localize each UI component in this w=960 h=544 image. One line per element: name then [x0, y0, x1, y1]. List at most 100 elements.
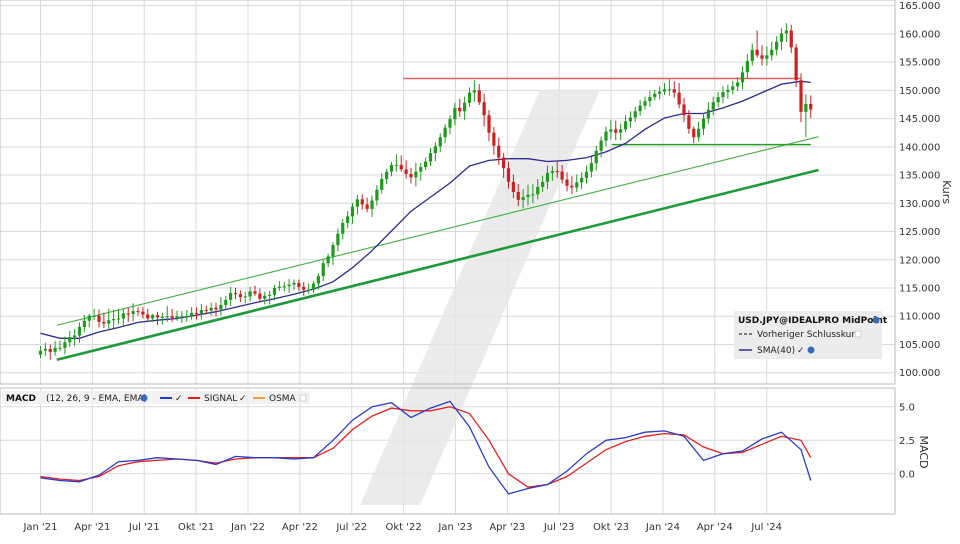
- candle: [536, 179, 540, 200]
- candle-body: [389, 164, 394, 172]
- candle-body: [609, 129, 613, 132]
- candle: [770, 41, 774, 61]
- x-tick-label: Jul '24: [750, 522, 782, 533]
- candle-body: [141, 311, 145, 315]
- macd-axis-ticks: 0.0 2.5 5.0: [899, 402, 915, 480]
- candle-body: [443, 127, 447, 138]
- candle-body: [658, 91, 662, 94]
- x-tick-label: Jan '21: [22, 522, 57, 533]
- globe-icon[interactable]: [140, 394, 148, 402]
- price-axis-ticks: 100.000 105.000 110.000 115.000 120.000 125.0…: [899, 1, 940, 379]
- candle: [531, 184, 535, 204]
- candle: [433, 142, 437, 161]
- checkmark-icon[interactable]: ✓: [239, 394, 247, 404]
- candle: [116, 308, 121, 325]
- candle-body: [497, 145, 501, 158]
- candle-body: [750, 49, 754, 61]
- candle-body: [292, 282, 296, 285]
- candle-body: [726, 89, 730, 93]
- globe-icon[interactable]: [807, 346, 815, 354]
- candle: [307, 283, 311, 294]
- candle: [794, 44, 798, 87]
- candle: [394, 154, 398, 172]
- candle: [492, 127, 496, 155]
- candle-body: [580, 177, 584, 183]
- candle-body: [775, 41, 779, 50]
- checkbox-icon[interactable]: [854, 330, 862, 338]
- candle: [779, 28, 784, 51]
- candle-body: [623, 121, 628, 130]
- candle: [253, 285, 257, 296]
- candle-body: [350, 206, 355, 217]
- checkbox-icon[interactable]: [299, 394, 307, 402]
- candle-body: [331, 245, 335, 257]
- x-tick-label: Jul '23: [543, 522, 575, 533]
- candle-body: [87, 315, 91, 321]
- price-tick-label: 140.000: [899, 142, 940, 153]
- candle-body: [701, 118, 706, 129]
- candle-body: [667, 89, 671, 91]
- candle: [570, 176, 574, 195]
- candle-body: [355, 199, 359, 207]
- candle: [53, 341, 57, 356]
- candle: [521, 189, 525, 209]
- candle-body: [316, 276, 320, 284]
- candle-body: [48, 348, 52, 352]
- candle-body: [38, 350, 43, 355]
- candle: [263, 291, 267, 305]
- candle: [146, 308, 150, 322]
- checkmark-icon[interactable]: ✓: [175, 394, 183, 404]
- candle: [87, 313, 91, 328]
- candle: [667, 79, 671, 96]
- candle-body: [102, 321, 106, 324]
- candle-body: [779, 33, 784, 42]
- price-tick-label: 100.000: [899, 368, 940, 379]
- candle: [336, 228, 340, 252]
- candle-body: [438, 137, 442, 147]
- candle: [750, 43, 754, 66]
- candle-body: [214, 307, 218, 310]
- checkmark-icon[interactable]: ✓: [797, 346, 805, 356]
- candle: [682, 97, 686, 122]
- candle-body: [277, 286, 281, 288]
- candle-body: [467, 92, 472, 103]
- candle: [370, 195, 374, 217]
- candle-body: [721, 92, 725, 98]
- horizontal-levels: [403, 77, 811, 146]
- candle: [238, 290, 242, 303]
- candle-body: [731, 86, 735, 90]
- candle: [389, 162, 394, 177]
- candle: [687, 110, 691, 134]
- macd-title: MACD: [6, 394, 36, 404]
- candle: [350, 202, 355, 224]
- watermark-logo: [360, 90, 600, 505]
- candle: [287, 278, 291, 294]
- candle: [180, 311, 184, 324]
- candle-body: [555, 171, 559, 173]
- x-tick-label: Apr '23: [489, 522, 525, 533]
- candle-body: [365, 204, 369, 209]
- candle-body: [589, 163, 593, 172]
- candle-body: [648, 97, 652, 102]
- price-tick-label: 105.000: [899, 340, 940, 351]
- candle: [292, 279, 296, 290]
- globe-icon[interactable]: [872, 316, 880, 324]
- price-tick-label: 155.000: [899, 58, 940, 69]
- price-axis-title: Kurs: [940, 180, 953, 204]
- price-tick-label: 115.000: [899, 284, 940, 295]
- macd-params: (12, 26, 9 - EMA, EMA): [46, 394, 147, 404]
- candle-body: [160, 316, 164, 318]
- macd-panel-frame: [0, 387, 896, 515]
- candle: [77, 322, 82, 343]
- candle: [355, 194, 359, 215]
- candle-body: [414, 171, 418, 178]
- macd-legend: MACD (12, 26, 9 - EMA, EMA) ✓ SIGNAL ✓ O…: [2, 391, 310, 404]
- candle: [775, 36, 779, 56]
- candle: [721, 86, 725, 104]
- candle: [497, 137, 501, 165]
- candle: [414, 162, 418, 187]
- candle-body: [404, 169, 408, 174]
- candle: [516, 184, 520, 207]
